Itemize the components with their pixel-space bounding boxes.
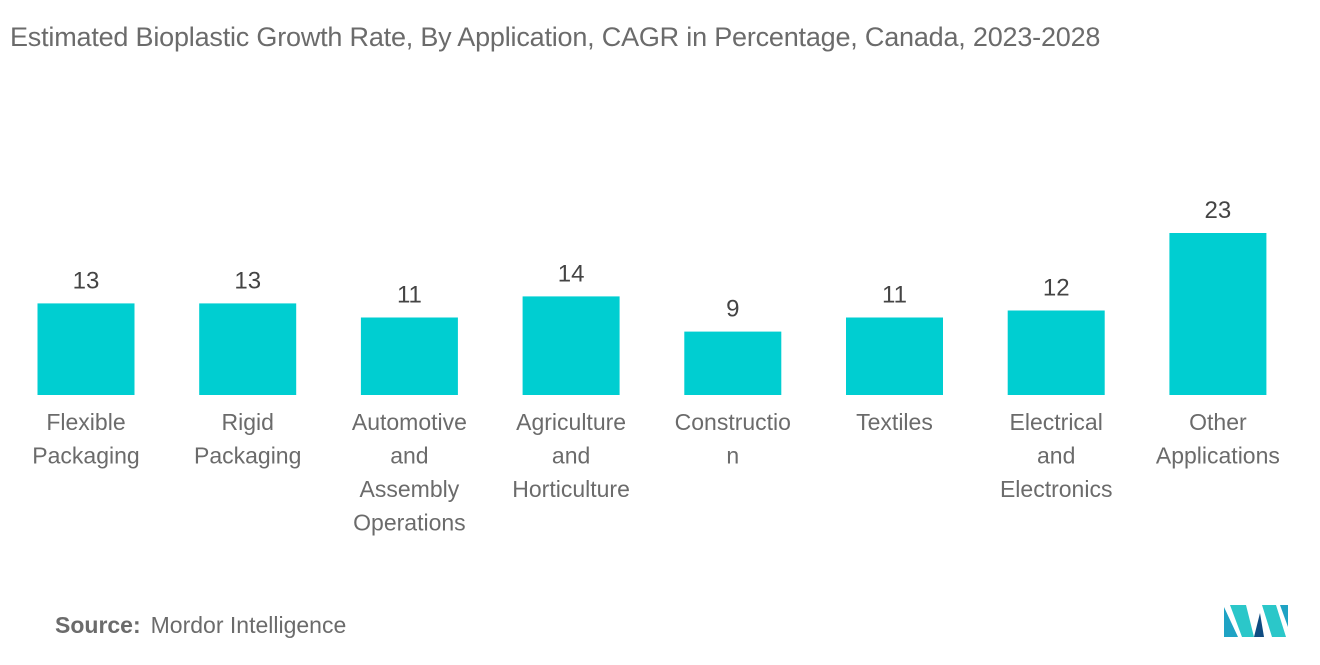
bar-5 xyxy=(846,317,943,395)
bar-1 xyxy=(199,303,297,395)
category-label: Other Applications xyxy=(1156,409,1280,469)
bar-value-label: 9 xyxy=(726,296,739,323)
bar-value-label: 11 xyxy=(882,282,907,309)
chart-title: Estimated Bioplastic Growth Rate, By App… xyxy=(10,22,1101,52)
mordor-intelligence-logo-icon xyxy=(1224,605,1288,637)
bar-value-label: 13 xyxy=(73,267,100,294)
bar-value-label: 13 xyxy=(234,267,261,294)
bar-6 xyxy=(1007,310,1105,395)
bar-value-label: 11 xyxy=(397,282,422,309)
category-label: Automotive and Assembly Operations xyxy=(352,409,467,536)
category-label: Agriculture and Horticulture xyxy=(512,409,630,502)
source-note: Source: Mordor Intelligence xyxy=(55,612,346,639)
bar-7 xyxy=(1169,233,1267,395)
bar-value-label: 12 xyxy=(1043,275,1070,302)
source-label: Source: xyxy=(55,612,141,638)
bar-2 xyxy=(360,317,458,395)
source-value: Mordor Intelligence xyxy=(150,612,347,638)
bar-value-label: 23 xyxy=(1205,197,1232,224)
bar-chart: 13 Flexible Packaging 13 Rigid Packaging 11 Aut… xyxy=(32,197,1280,536)
bar-3 xyxy=(522,296,620,395)
category-label: Constructio n xyxy=(675,409,791,469)
category-label: Electrical and Electronics xyxy=(1000,409,1112,502)
category-label: Flexible Packaging xyxy=(32,409,139,469)
bar-0 xyxy=(37,303,135,395)
bar-4 xyxy=(684,331,782,395)
category-label: Textiles xyxy=(856,409,933,435)
category-label: Rigid Packaging xyxy=(194,409,301,469)
bar-value-label: 14 xyxy=(558,260,585,287)
